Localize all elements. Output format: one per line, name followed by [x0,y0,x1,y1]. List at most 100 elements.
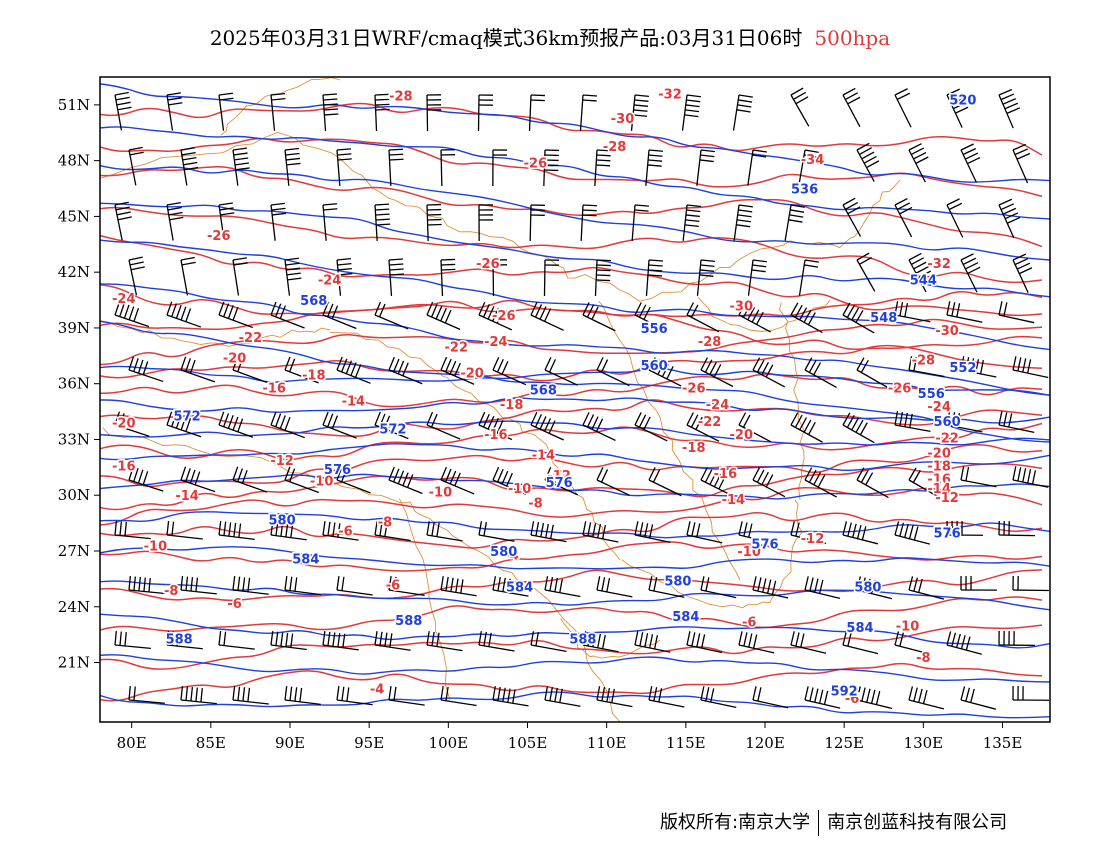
lon-tick-label: 130E [904,734,944,752]
height-label: 588 [166,632,193,647]
wind-barb [529,204,546,242]
wind-barb [270,411,305,439]
lat-tick-label: 36N [58,375,90,393]
temperature-label: -28 [698,335,722,350]
temperature-label: -22 [239,331,263,346]
wind-barb [732,94,753,131]
temperature-label: -16 [262,381,286,396]
height-label: 536 [791,183,818,198]
height-contour-line [100,691,1050,719]
wind-barb [634,521,671,543]
height-contour-line [100,126,1050,220]
isotherm-line [100,569,1043,602]
wind-barb [1012,356,1049,379]
temperature-label: -18 [927,459,951,474]
wind-barb [166,301,202,328]
wind-barb [908,356,945,378]
isotherm-line [100,443,1043,488]
height-label: 544 [910,274,937,289]
wind-barb [426,94,442,132]
wind-barb [894,301,931,323]
temperature-label: -18 [500,398,524,413]
height-label: 576 [934,526,961,541]
wind-barb [218,411,254,438]
wind-barb [645,259,664,296]
temperature-label: -12 [270,454,294,469]
wind-barb [1012,685,1050,701]
height-label: 584 [672,610,699,625]
wind-barb [960,253,981,293]
wind-barb [998,411,1035,434]
height-label: 576 [324,463,351,478]
wind-barb [686,412,720,442]
wind-barb [374,411,409,440]
lat-tick-label: 39N [58,319,90,337]
temperature-label: -14 [342,394,366,409]
wind-barb [114,631,151,650]
wind-barb [648,357,682,387]
height-label: 580 [854,580,881,595]
wind-barb [544,466,579,496]
isotherm-line [100,373,1043,408]
wind-barb [856,467,889,499]
wind-barb [856,252,876,292]
wind-barb [232,466,268,493]
wind-barb [543,259,560,297]
wind-barb [596,576,633,598]
height-label: 588 [395,614,422,629]
lon-tick-label: 100E [429,734,469,752]
lat-tick-label: 42N [58,263,90,281]
temperature-label: -26 [492,309,516,324]
wind-barb [856,357,889,389]
temperature-label: -30 [611,112,635,127]
wind-barb [374,301,409,330]
wind-barb [232,147,250,186]
border-line [598,300,741,581]
wind-barb [908,252,932,293]
copyright-text: 版权所有:南京大学 [660,812,811,833]
wind-barb [128,685,165,704]
wind-barb [374,203,391,241]
chart-title: 2025年03月31日WRF/cmaq模式36km预报产品:03月31日06时 5… [0,22,1100,51]
footer-separator [818,810,820,836]
temperature-label: -8 [528,497,542,512]
temperature-label: -26 [524,157,548,172]
temperature-label: -10 [429,486,453,501]
wind-barb [336,686,373,706]
temperature-label: -8 [164,584,178,599]
wind-barb [180,147,199,186]
temperature-label: -6 [845,692,859,707]
wind-barb [440,258,456,296]
wind-barb [530,302,564,331]
wind-barb [530,631,567,653]
wind-barb [218,521,255,541]
wind-barb [700,467,734,497]
isotherm-line [100,102,1043,156]
height-label: 560 [934,415,961,430]
wind-barb [752,357,786,388]
isotherm-line [100,596,1043,632]
wind-barb [580,204,598,241]
wind-barb [336,148,352,186]
wind-barb [114,91,132,131]
wind-barb [440,576,477,597]
wind-barb [180,356,216,383]
height-contour-line [100,397,1050,424]
wind-barb [1012,575,1050,592]
wind-barb [842,631,879,655]
wind-barb [634,412,668,442]
wind-barb [492,356,527,386]
wind-barb [166,521,203,540]
wind-barb [596,357,630,387]
height-label: 588 [569,632,596,647]
wind-barb [842,412,875,444]
height-label: 576 [751,538,778,553]
wind-barb [908,576,945,600]
wind-barb [804,686,841,709]
isotherm-line [100,662,1043,702]
wind-barb [492,686,529,707]
wind-barb [426,521,463,542]
height-contour-line [100,473,1050,500]
wind-barb [738,302,771,333]
wind-barb [842,521,879,545]
